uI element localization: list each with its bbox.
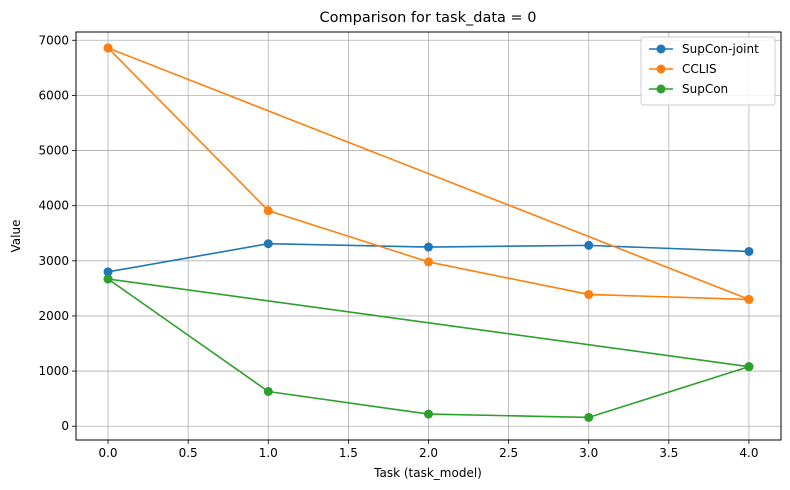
x-axis: 0.0 0.5 1.0 1.5 2.0 2.5 3.0 3.5 4.0 <box>98 440 759 460</box>
data-point <box>263 386 273 396</box>
y-tick-label: 2000 <box>38 309 69 323</box>
data-point <box>424 242 433 252</box>
legend-label: SupCon <box>682 82 728 96</box>
x-tick-label: 3.0 <box>579 446 598 460</box>
data-point <box>263 206 273 216</box>
data-point <box>744 294 754 304</box>
x-tick-label: 1.0 <box>259 446 278 460</box>
data-point <box>584 412 594 422</box>
data-point <box>103 43 113 53</box>
data-point <box>584 240 594 250</box>
data-point <box>103 267 113 277</box>
y-axis: 0 1000 2000 3000 4000 5000 6000 7000 <box>38 33 76 433</box>
y-tick-label: 5000 <box>38 144 69 158</box>
data-point <box>103 274 113 284</box>
data-point <box>424 409 433 419</box>
data-point <box>584 289 594 299</box>
series-cclis <box>103 43 754 304</box>
x-axis-label: Task (task_model) <box>373 466 482 480</box>
x-tick-label: 0.0 <box>98 446 117 460</box>
data-point <box>744 246 754 256</box>
y-tick-label: 3000 <box>38 254 69 268</box>
y-tick-label: 4000 <box>38 199 69 213</box>
y-tick-label: 6000 <box>38 88 69 102</box>
x-tick-label: 2.0 <box>419 446 438 460</box>
legend-label: SupCon-joint <box>682 42 759 56</box>
x-tick-label: 0.5 <box>179 446 198 460</box>
y-tick-label: 7000 <box>38 33 69 47</box>
y-tick-label: 0 <box>61 419 69 433</box>
y-tick-label: 1000 <box>38 364 69 378</box>
legend-label: CCLIS <box>682 62 717 76</box>
legend-marker <box>656 64 666 74</box>
x-tick-label: 1.5 <box>339 446 358 460</box>
data-point <box>744 362 754 372</box>
series-supcon-joint <box>103 239 754 277</box>
legend-marker <box>656 44 666 54</box>
legend-box <box>640 36 776 106</box>
chart-title: Comparison for task_data = 0 <box>320 10 537 26</box>
x-tick-label: 2.5 <box>499 446 518 460</box>
x-tick-label: 4.0 <box>739 446 758 460</box>
series-supcon <box>103 274 754 422</box>
x-tick-label: 3.5 <box>659 446 678 460</box>
data-point <box>424 257 433 267</box>
data-point <box>263 239 273 249</box>
legend: SupCon-joint CCLIS SupCon <box>640 36 776 106</box>
legend-marker <box>656 84 666 94</box>
series-layer <box>103 43 754 422</box>
y-axis-label: Value <box>9 220 23 253</box>
